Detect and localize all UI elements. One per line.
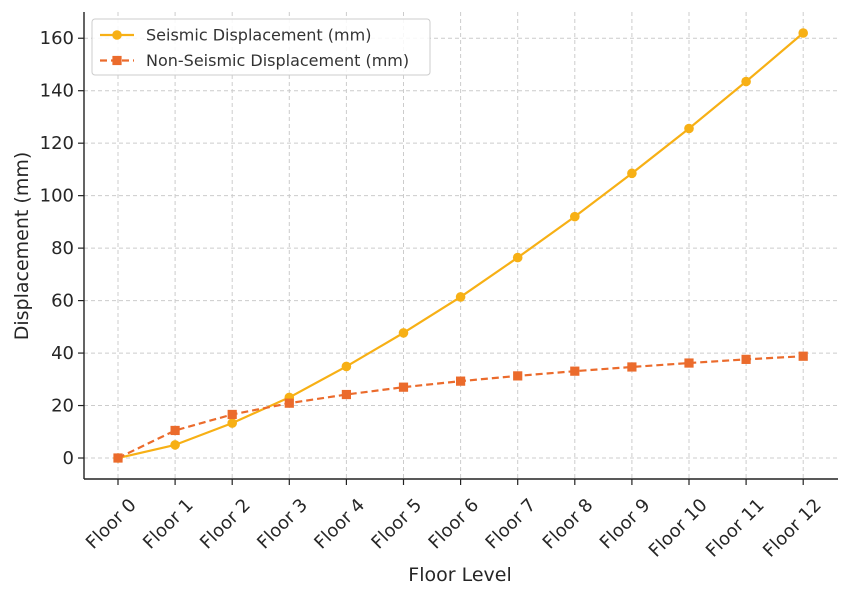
y-tick-label: 120 <box>40 133 74 154</box>
y-tick-label: 160 <box>40 28 74 49</box>
legend: Seismic Displacement (mm) Non-Seismic Dis… <box>91 18 431 76</box>
y-tick-label: 100 <box>40 186 74 207</box>
data-point <box>512 252 523 263</box>
x-tick-label: Floor 6 <box>425 495 484 554</box>
legend-label: Non-Seismic Displacement (mm) <box>146 51 409 70</box>
y-tick-label: 60 <box>51 291 74 312</box>
x-tick-label: Floor 11 <box>702 495 769 562</box>
y-tick-label: 0 <box>63 448 74 469</box>
x-tick-label: Floor 5 <box>367 495 426 554</box>
legend-marker <box>112 55 122 66</box>
legend-item: Non-Seismic Displacement (mm) <box>100 51 409 70</box>
y-tick-label: 20 <box>51 396 74 417</box>
data-point <box>456 376 466 386</box>
legend-item: Seismic Displacement (mm) <box>100 26 371 45</box>
data-point <box>113 453 123 463</box>
data-point <box>455 292 466 302</box>
data-point <box>570 211 580 222</box>
y-tick-label: 140 <box>40 81 74 102</box>
data-point <box>741 76 751 87</box>
legend-marker <box>112 30 122 40</box>
legend-box <box>91 18 431 76</box>
x-tick-label: Floor 2 <box>196 495 255 554</box>
data-point <box>398 328 409 338</box>
legend-label: Seismic Displacement (mm) <box>146 26 371 45</box>
data-point <box>513 371 523 381</box>
series-non-seismic <box>113 351 808 463</box>
series-layer <box>113 28 808 463</box>
data-point <box>627 362 637 372</box>
data-point <box>227 418 237 428</box>
x-tick-label: Floor 0 <box>82 495 141 554</box>
x-tick-label: Floor 8 <box>539 495 598 554</box>
data-point <box>798 351 808 361</box>
data-point <box>798 28 808 38</box>
data-point <box>684 358 694 368</box>
x-tick-label: Floor 7 <box>482 495 541 554</box>
data-point <box>227 409 237 420</box>
x-tick-label: Floor 1 <box>139 495 198 554</box>
y-tick-label: 80 <box>51 238 74 259</box>
grid <box>84 12 838 479</box>
data-point <box>341 361 352 372</box>
data-point <box>684 123 694 134</box>
data-point <box>627 168 637 179</box>
data-point <box>398 382 409 392</box>
x-axis-title: Floor Level <box>408 564 511 586</box>
x-tick-label: Floor 12 <box>759 495 826 562</box>
data-point <box>341 389 351 400</box>
y-tick-label: 40 <box>51 343 74 364</box>
data-point <box>741 354 751 364</box>
x-tick-label: Floor 10 <box>645 495 712 562</box>
x-tick-label: Floor 3 <box>253 495 312 554</box>
x-tick-label: Floor 4 <box>310 495 369 554</box>
data-point <box>570 366 580 376</box>
data-point <box>170 425 180 436</box>
legend-items: Seismic Displacement (mm) Non-Seismic Dis… <box>100 26 409 70</box>
data-point <box>170 440 180 450</box>
data-point <box>284 398 294 408</box>
y-axis-title: Displacement (mm) <box>11 152 33 341</box>
